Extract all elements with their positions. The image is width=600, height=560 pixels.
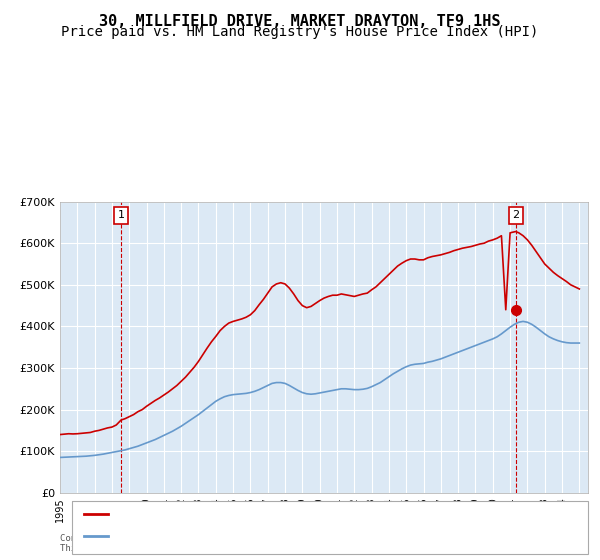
Text: 1: 1: [118, 211, 125, 220]
Text: Price paid vs. HM Land Registry's House Price Index (HPI): Price paid vs. HM Land Registry's House …: [61, 25, 539, 39]
Text: 30, MILLFIELD DRIVE, MARKET DRAYTON, TF9 1HS (detached house): 30, MILLFIELD DRIVE, MARKET DRAYTON, TF9…: [114, 508, 495, 519]
Text: 2: 2: [512, 211, 519, 220]
Text: HPI: Average price, detached house, Shropshire: HPI: Average price, detached house, Shro…: [114, 531, 401, 541]
Text: 30, MILLFIELD DRIVE, MARKET DRAYTON, TF9 1HS: 30, MILLFIELD DRIVE, MARKET DRAYTON, TF9…: [99, 14, 501, 29]
Text: Contains HM Land Registry data © Crown copyright and database right 2024.
This d: Contains HM Land Registry data © Crown c…: [60, 534, 452, 553]
